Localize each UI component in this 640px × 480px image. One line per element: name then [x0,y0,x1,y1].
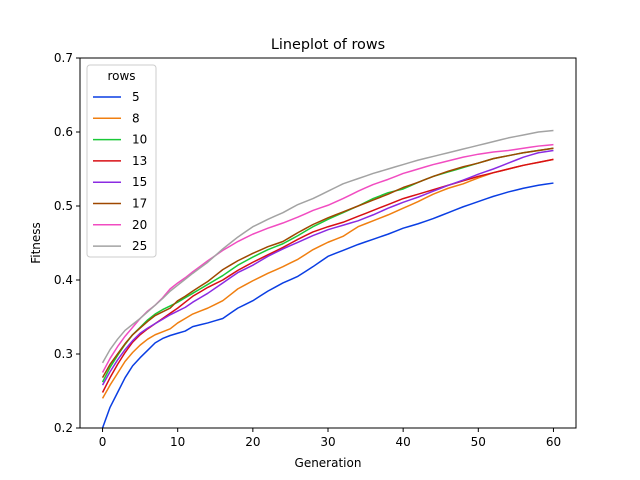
x-tick-label: 40 [396,435,411,449]
x-tick-label: 30 [320,435,335,449]
y-tick-label: 0.6 [54,125,73,139]
y-tick-label: 0.7 [54,51,73,65]
legend-box [86,64,157,258]
x-tick-label: 60 [546,435,561,449]
legend-label-8: 8 [132,111,140,125]
x-tick-label: 0 [99,435,107,449]
legend-label-25: 25 [132,239,147,253]
legend: rows 5 8 10 13 15 17 20 25 [86,64,157,258]
series-line-5 [101,182,554,429]
x-axis: 0 10 20 30 40 50 60 [99,428,561,449]
series-line-17 [101,147,554,379]
legend-label-13: 13 [132,154,147,168]
series-line-20 [101,143,554,373]
legend-label-10: 10 [132,133,147,147]
legend-label-15: 15 [132,175,147,189]
y-tick-label: 0.5 [54,199,73,213]
legend-items: 5 8 10 13 15 17 20 25 [93,90,147,253]
series-line-13 [101,158,554,393]
series-layer [101,129,554,429]
x-axis-label: Generation [295,456,362,470]
series-line-8 [101,158,554,399]
series-line-25 [101,129,554,364]
legend-label-20: 20 [132,218,147,232]
x-tick-label: 20 [245,435,260,449]
series-line-15 [101,149,554,386]
chart-title: Lineplot of rows [271,37,385,53]
y-axis: 0.2 0.3 0.4 0.5 0.6 0.7 [54,51,80,435]
y-tick-label: 0.3 [54,347,73,361]
y-tick-label: 0.4 [54,273,73,287]
y-axis-label: Fitness [29,222,43,264]
x-tick-label: 10 [170,435,185,449]
x-tick-label: 50 [471,435,486,449]
legend-label-17: 17 [132,197,147,211]
legend-title: rows [107,69,135,83]
legend-label-5: 5 [132,90,140,104]
y-tick-label: 0.2 [54,421,73,435]
